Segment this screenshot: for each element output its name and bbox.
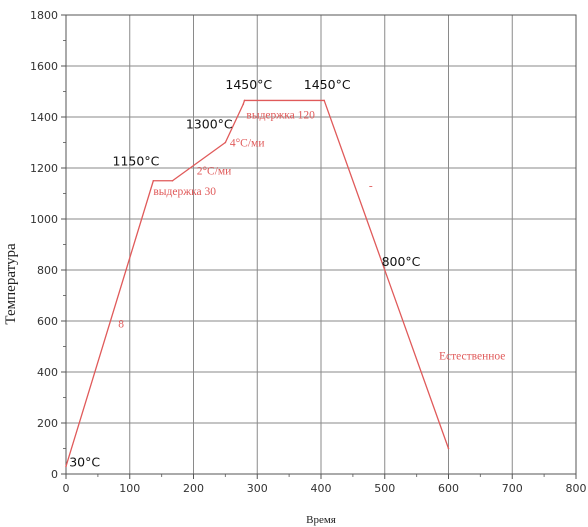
y-tick-label: 0 xyxy=(51,468,58,481)
point-label: 1450°C xyxy=(304,77,351,92)
x-tick-label: 400 xyxy=(311,482,332,495)
series xyxy=(65,99,450,468)
point-label: 30°C xyxy=(69,454,100,469)
y-tick-label: 400 xyxy=(37,366,58,379)
point-labels: 30°C 1150°C 1300°C 1450°C 1450°C 800°C xyxy=(69,77,420,469)
annotation: - xyxy=(369,181,373,193)
plot-frame xyxy=(65,14,577,475)
x-tick-label: 600 xyxy=(438,482,459,495)
y-tick-label: 600 xyxy=(37,315,58,328)
y-axis-label: Температура xyxy=(3,243,19,325)
x-tick-label: 700 xyxy=(502,482,523,495)
x-tick-label: 200 xyxy=(183,482,204,495)
y-tick-label: 800 xyxy=(37,264,58,277)
data-point xyxy=(171,179,174,182)
data-point xyxy=(323,99,325,102)
data-point xyxy=(65,465,67,468)
data-point xyxy=(242,103,245,106)
x-tick-label: 300 xyxy=(247,482,268,495)
annotation: выдержка 120 xyxy=(246,109,315,121)
data-point xyxy=(152,179,155,182)
data-point xyxy=(224,141,227,144)
point-label: 1150°C xyxy=(113,153,160,168)
annotation: 4°C/ми xyxy=(230,137,265,149)
y-tick-label: 1200 xyxy=(30,162,58,175)
y-tick-label: 200 xyxy=(37,417,58,430)
x-tick-label: 0 xyxy=(63,482,70,495)
x-tick-label: 100 xyxy=(119,482,140,495)
tick-labels: 0 100 200 300 400 500 600 700 800 0 200 400 600 800 10… xyxy=(30,9,587,495)
data-point xyxy=(447,447,450,450)
point-label: 1300°C xyxy=(186,116,233,131)
annotations: выдержка 30 2°C/ми 4°C/ми выдержка 120 - 8 Ест… xyxy=(118,109,505,362)
point-label: 1450°C xyxy=(225,77,272,92)
axes xyxy=(61,14,577,479)
point-label: 800°C xyxy=(382,254,421,269)
x-axis-label: Время xyxy=(306,514,336,526)
annotation: 8 xyxy=(118,318,124,330)
x-tick-label: 500 xyxy=(374,482,395,495)
y-tick-label: 1600 xyxy=(30,60,58,73)
series-line xyxy=(65,99,450,467)
y-tick-label: 1400 xyxy=(30,111,58,124)
y-tick-label: 1000 xyxy=(30,213,58,226)
annotation: Естественное xyxy=(439,350,505,362)
annotation: выдержка 30 xyxy=(153,186,216,198)
data-point xyxy=(243,99,246,102)
y-tick-label: 1800 xyxy=(30,9,58,22)
x-tick-label: 800 xyxy=(566,482,587,495)
grid xyxy=(66,15,576,474)
annotation: 2°C/ми xyxy=(197,165,232,177)
